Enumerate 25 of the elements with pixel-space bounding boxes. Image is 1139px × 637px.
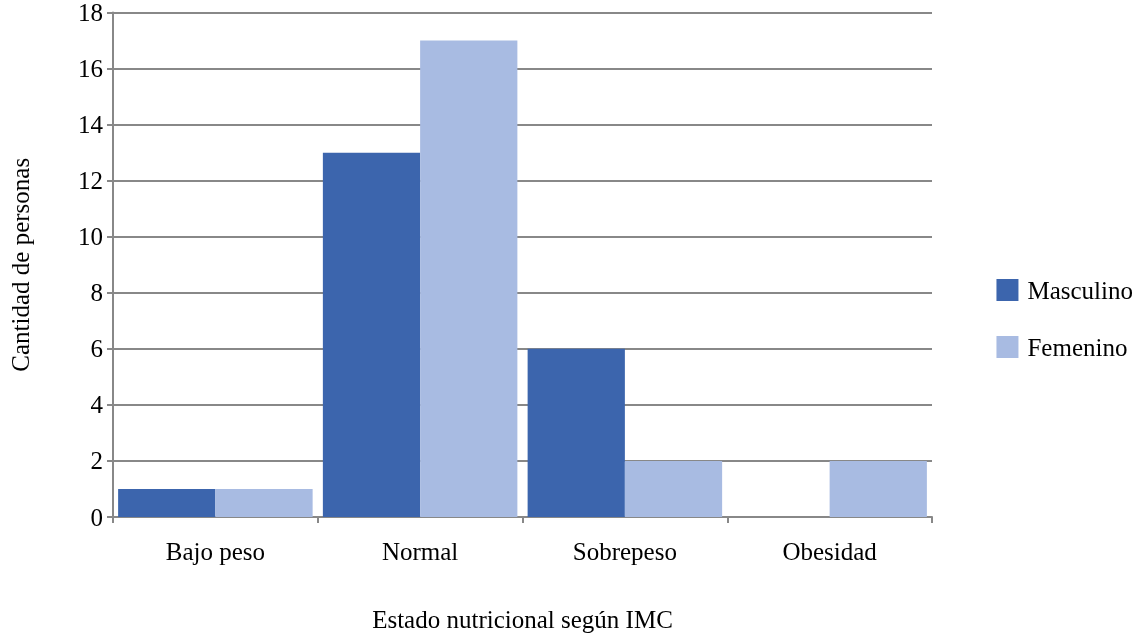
y-tick-label: 2	[90, 447, 103, 475]
bar	[118, 488, 216, 517]
bar	[829, 460, 927, 517]
legend-label: Masculino	[1027, 276, 1133, 304]
x-tick-label: Bajo peso	[165, 538, 266, 565]
legend-label: Femenino	[1027, 333, 1128, 361]
y-tick-label: 12	[78, 167, 103, 195]
x-tick-label: Normal	[381, 538, 459, 565]
y-tick-label: 6	[90, 335, 103, 363]
y-tick-label: 16	[78, 55, 103, 83]
bar	[215, 488, 313, 517]
y-tick-label: 14	[78, 111, 104, 139]
x-tick-label: Sobrepeso	[572, 538, 677, 565]
y-tick-label: 0	[90, 503, 103, 531]
x-axis-title: Estado nutricional según IMC	[372, 606, 673, 633]
y-axis-title: Cantidad de personas	[7, 157, 34, 372]
bar	[527, 348, 625, 517]
x-tick-label: Obesidad	[782, 538, 878, 565]
y-tick-label: 8	[90, 279, 103, 307]
y-tick-label: 4	[90, 391, 104, 419]
y-tick-label: 18	[78, 0, 103, 26]
bar	[624, 460, 723, 517]
y-tick-label: 10	[78, 223, 103, 251]
bar	[420, 40, 518, 517]
bar	[322, 152, 421, 517]
